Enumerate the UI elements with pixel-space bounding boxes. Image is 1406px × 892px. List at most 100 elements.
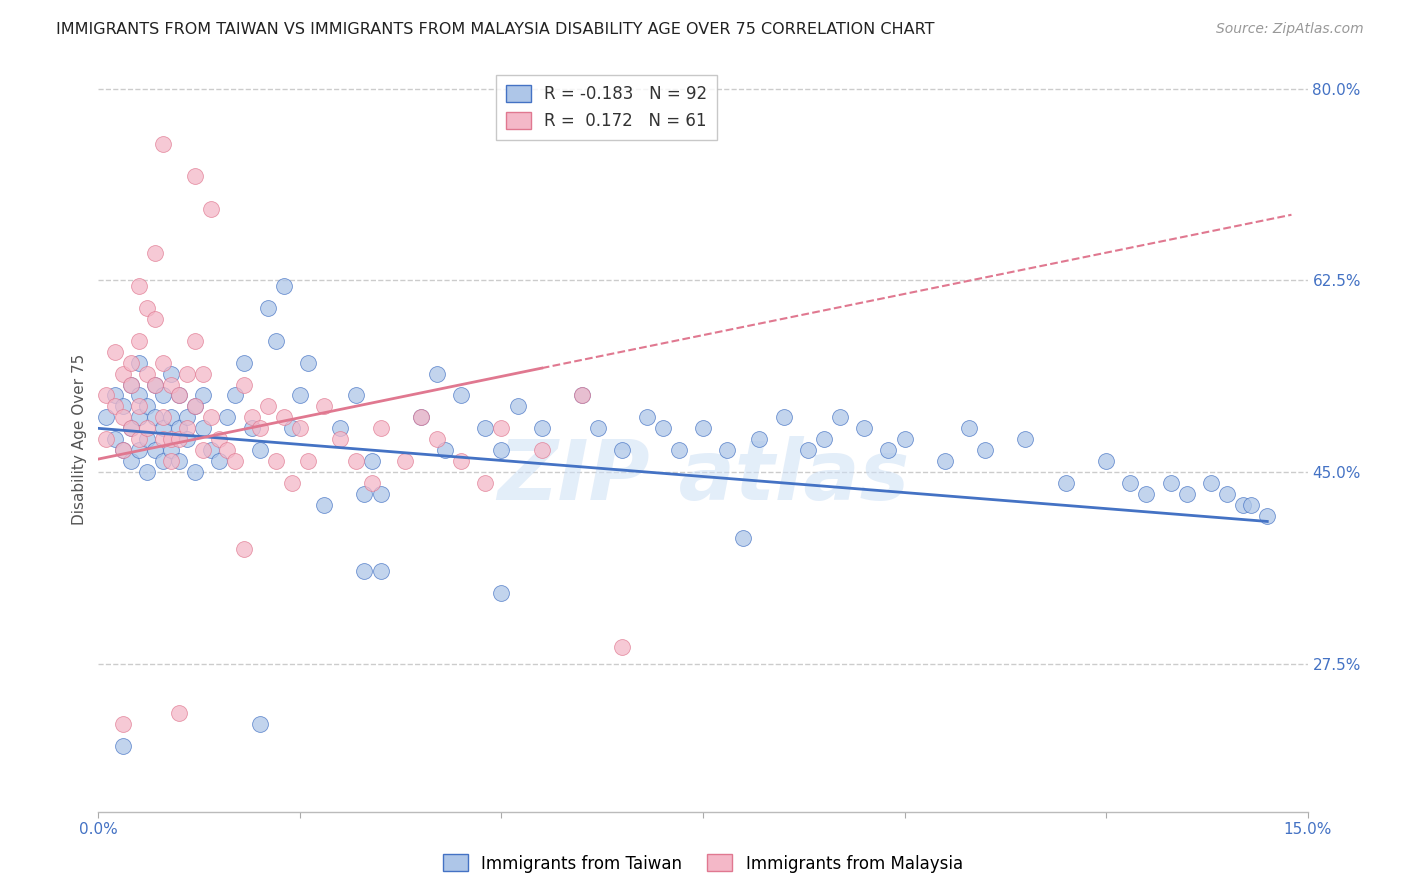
Point xyxy=(152,432,174,446)
Point xyxy=(184,169,207,184)
Point xyxy=(111,367,134,381)
Point xyxy=(748,432,770,446)
Point xyxy=(491,585,513,599)
Point xyxy=(128,279,150,293)
Point xyxy=(434,443,457,458)
Point xyxy=(167,454,190,468)
Point xyxy=(1014,432,1036,446)
Point xyxy=(797,443,820,458)
Point xyxy=(111,739,134,753)
Text: ZIP atlas: ZIP atlas xyxy=(496,436,910,517)
Point xyxy=(288,388,311,402)
Point xyxy=(853,421,876,435)
Point xyxy=(111,400,134,414)
Point xyxy=(184,400,207,414)
Point xyxy=(1054,476,1077,491)
Point xyxy=(474,476,496,491)
Point xyxy=(160,377,183,392)
Point xyxy=(571,388,593,402)
Point xyxy=(409,410,432,425)
Point xyxy=(1095,454,1118,468)
Point xyxy=(120,454,142,468)
Point xyxy=(200,410,222,425)
Point xyxy=(733,531,755,545)
Point xyxy=(224,454,246,468)
Point xyxy=(249,717,271,731)
Point xyxy=(636,410,658,425)
Point xyxy=(103,432,125,446)
Point xyxy=(152,136,174,151)
Point xyxy=(249,421,271,435)
Point xyxy=(208,454,231,468)
Point xyxy=(249,443,271,458)
Point xyxy=(193,388,215,402)
Point xyxy=(1199,476,1222,491)
Point xyxy=(344,454,367,468)
Point xyxy=(491,443,513,458)
Point xyxy=(1232,498,1254,512)
Point xyxy=(426,432,449,446)
Point xyxy=(167,388,190,402)
Point xyxy=(120,421,142,435)
Point xyxy=(167,706,190,720)
Point xyxy=(893,432,915,446)
Point xyxy=(128,432,150,446)
Point xyxy=(184,400,207,414)
Point xyxy=(370,421,392,435)
Point xyxy=(586,421,609,435)
Point xyxy=(128,410,150,425)
Point xyxy=(217,443,239,458)
Point xyxy=(297,454,319,468)
Point xyxy=(692,421,714,435)
Point xyxy=(184,334,207,348)
Point xyxy=(160,367,183,381)
Point xyxy=(1216,487,1239,501)
Point xyxy=(1240,498,1263,512)
Point xyxy=(1119,476,1142,491)
Point xyxy=(273,410,295,425)
Point xyxy=(128,388,150,402)
Point xyxy=(184,465,207,479)
Point xyxy=(232,377,254,392)
Point xyxy=(264,334,287,348)
Point xyxy=(143,377,166,392)
Point xyxy=(143,246,166,260)
Point xyxy=(135,301,157,315)
Point xyxy=(160,454,183,468)
Point xyxy=(361,454,384,468)
Y-axis label: Disability Age Over 75: Disability Age Over 75 xyxy=(72,354,87,524)
Point xyxy=(176,410,198,425)
Point xyxy=(474,421,496,435)
Point xyxy=(143,377,166,392)
Point xyxy=(176,421,198,435)
Point xyxy=(353,487,375,501)
Point xyxy=(1256,508,1278,523)
Point xyxy=(224,388,246,402)
Point xyxy=(111,443,134,458)
Point xyxy=(143,311,166,326)
Point xyxy=(571,388,593,402)
Point xyxy=(273,279,295,293)
Point xyxy=(957,421,980,435)
Point xyxy=(506,400,529,414)
Point xyxy=(232,541,254,556)
Point xyxy=(813,432,835,446)
Point xyxy=(370,487,392,501)
Point xyxy=(176,367,198,381)
Point xyxy=(370,564,392,578)
Point xyxy=(96,388,118,402)
Point xyxy=(974,443,997,458)
Point xyxy=(232,356,254,370)
Point xyxy=(281,476,304,491)
Point xyxy=(111,410,134,425)
Point xyxy=(128,400,150,414)
Point xyxy=(1175,487,1198,501)
Point xyxy=(716,443,738,458)
Point xyxy=(877,443,900,458)
Point xyxy=(530,443,553,458)
Point xyxy=(264,454,287,468)
Point xyxy=(103,388,125,402)
Point xyxy=(135,400,157,414)
Text: Source: ZipAtlas.com: Source: ZipAtlas.com xyxy=(1216,22,1364,37)
Point xyxy=(160,443,183,458)
